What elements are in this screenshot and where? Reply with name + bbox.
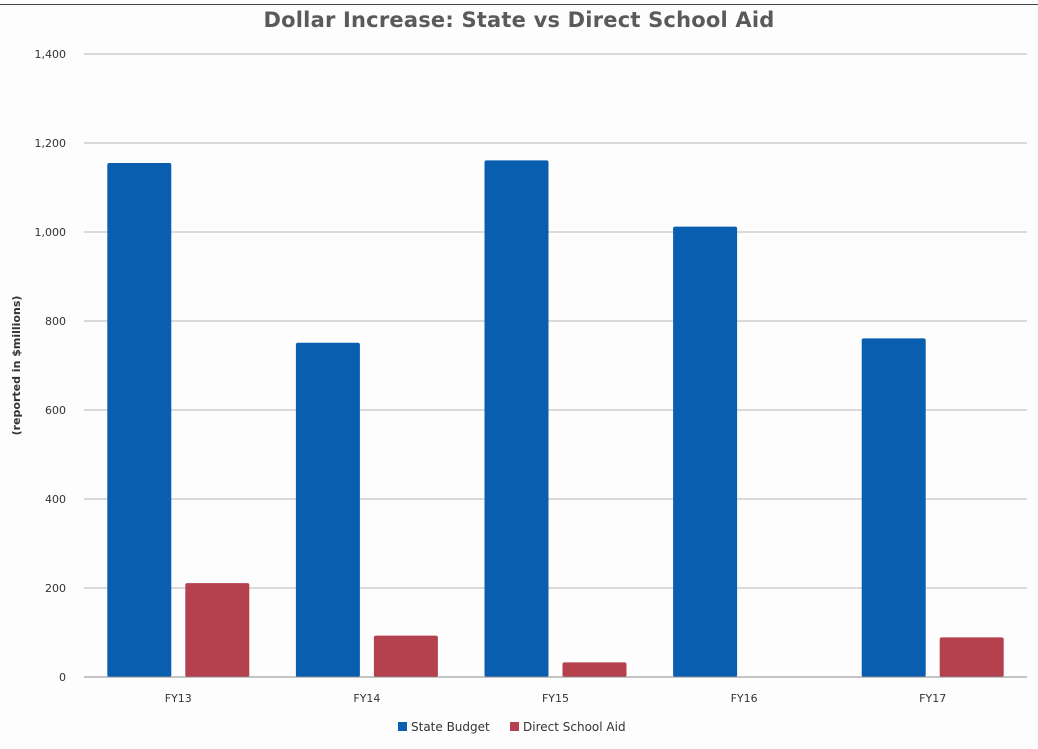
legend-swatch: [398, 722, 407, 731]
bar-direct-school-aid: [373, 635, 438, 677]
y-tick-label: 1,000: [35, 226, 67, 239]
y-axis-label: (reported in $millions): [10, 296, 23, 436]
top-border-line: [0, 4, 1038, 5]
bar-direct-school-aid: [939, 637, 1004, 677]
bar-state-budget: [107, 163, 172, 677]
bar-direct-school-aid: [562, 662, 627, 677]
axes: 0 200 400 600 800 1,000 1,200 1,400 FY13 FY14 FY15…: [35, 48, 1027, 705]
y-tick-label: 1,400: [35, 48, 67, 61]
bar-state-budget: [484, 160, 549, 678]
x-tick-label: FY13: [165, 692, 192, 705]
bars: [107, 160, 1004, 678]
legend-label: Direct School Aid: [523, 720, 626, 734]
y-tick-label: 600: [45, 404, 66, 417]
y-tick-label: 1,200: [35, 137, 67, 150]
bar-state-budget: [861, 338, 926, 677]
x-tick-label: FY15: [542, 692, 569, 705]
x-tick-label: FY17: [919, 692, 946, 705]
legend-label: State Budget: [411, 720, 490, 734]
legend: State Budget Direct School Aid: [398, 720, 626, 734]
y-tick-label: 400: [45, 493, 66, 506]
chart-title: Dollar Increase: State vs Direct School …: [263, 8, 775, 32]
y-tick-label: 800: [45, 315, 66, 328]
x-tick-label: FY16: [731, 692, 758, 705]
x-tick-label: FY14: [353, 692, 380, 705]
legend-swatch: [510, 722, 519, 731]
y-tick-label: 200: [45, 582, 66, 595]
bar-state-budget: [295, 342, 360, 677]
y-tick-label: 0: [59, 671, 66, 684]
bar-state-budget: [673, 226, 738, 677]
bar-direct-school-aid: [185, 583, 250, 677]
